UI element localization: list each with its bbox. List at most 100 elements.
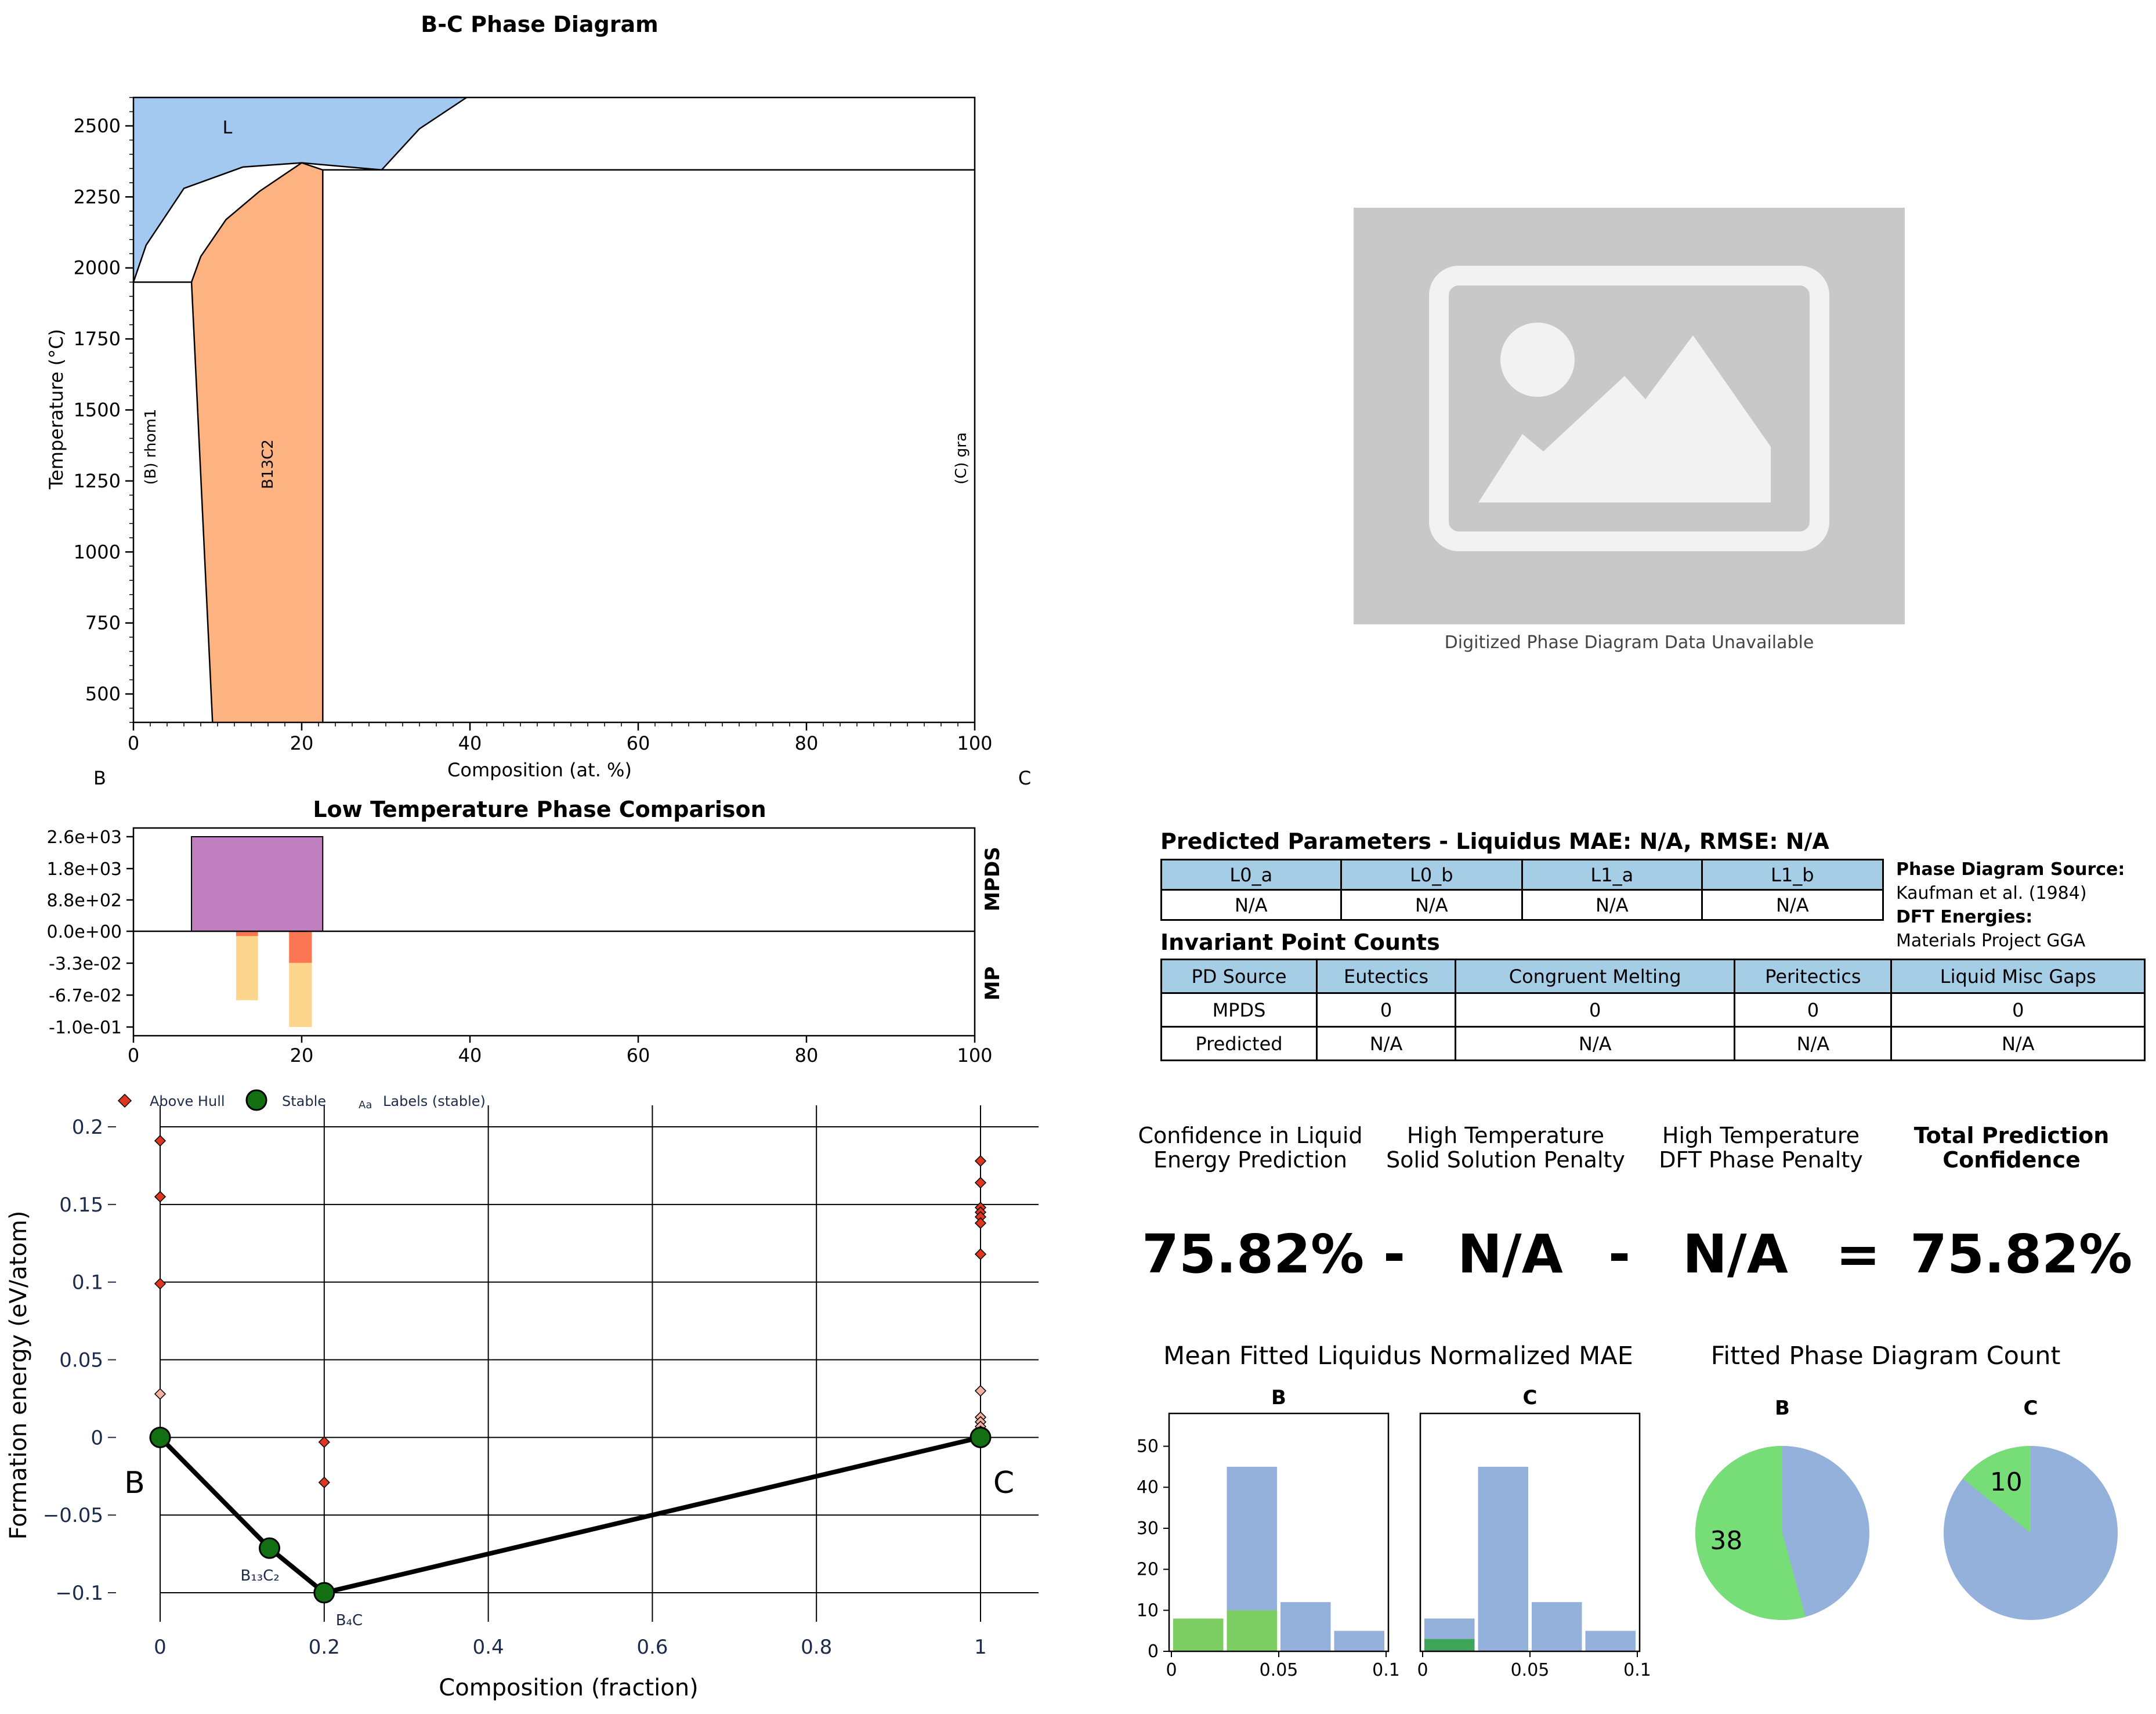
x-tick-label: 1	[974, 1636, 987, 1659]
mp-bar-overlay	[289, 931, 312, 963]
inv-cell: 0	[1734, 992, 1893, 1028]
inv-cell: N/A	[1734, 1026, 1893, 1061]
sun-icon	[1500, 323, 1575, 397]
above-hull-point	[154, 1278, 167, 1290]
param-value: N/A	[1340, 889, 1523, 921]
invariants-table: PD Source Eutectics Congruent Melting Pe…	[1160, 959, 2146, 1061]
x-tick-label: 0.1	[1372, 1660, 1400, 1680]
y-tick-label: −0.1	[55, 1582, 103, 1605]
x-tick-label: 0	[128, 1044, 139, 1066]
hist-bar-fitted	[1424, 1639, 1475, 1651]
right-element-label: C	[993, 1466, 1014, 1500]
stable-point	[970, 1426, 992, 1448]
y-tick-label: 20	[1137, 1560, 1159, 1580]
x-tick-label: 0.8	[801, 1636, 832, 1659]
y-tick-label: 2000	[74, 257, 121, 279]
param-value: N/A	[1160, 889, 1342, 921]
inv-cell: 0	[1455, 992, 1736, 1028]
x-tick-label: 60	[627, 732, 650, 754]
y-axis-label: Formation energy (eV/atom)	[5, 1211, 32, 1540]
above-hull-point	[318, 1476, 330, 1489]
hist-frame	[1419, 1412, 1641, 1652]
inv-header: Congruent Melting	[1455, 959, 1736, 994]
legend-above-marker	[117, 1093, 132, 1108]
inv-header: Peritectics	[1734, 959, 1893, 994]
dft-source-value: Materials Project GGA	[1896, 931, 2086, 951]
x-tick-label: 0.05	[1511, 1660, 1550, 1680]
low-temp-title: Low Temperature Phase Comparison	[313, 797, 766, 822]
operator-minus-1: -	[1383, 1223, 1406, 1285]
y-tick-label: 0.1	[72, 1271, 103, 1294]
hist-panel-title: C	[1523, 1386, 1538, 1409]
above-hull-point	[154, 1135, 167, 1147]
x-axis-label: Composition (fraction)	[439, 1675, 698, 1701]
x-tick-label: 80	[795, 1044, 819, 1066]
left-element-label: B	[93, 767, 106, 789]
mpds-axis-label: MPDS	[981, 847, 1004, 911]
above-hull-point	[974, 1217, 987, 1230]
y-tick-label: -3.3e-02	[49, 954, 122, 974]
stable-point	[149, 1426, 171, 1448]
x-tick-label: 40	[458, 1044, 482, 1066]
x-tick-label: 0.1	[1623, 1660, 1651, 1680]
y-tick-label: −0.05	[43, 1504, 103, 1527]
inv-header: Liquid Misc Gaps	[1890, 959, 2146, 994]
count-pies: 38 B 10 C	[1695, 1397, 2118, 1621]
param-header: L1_a	[1521, 859, 1703, 891]
x-tick-label: 0.4	[473, 1636, 504, 1659]
x-tick-label: 0	[1166, 1660, 1177, 1680]
hist-bar-fitted	[1173, 1618, 1224, 1651]
y-tick-label: 0	[1148, 1641, 1159, 1662]
hist-panel-title: B	[1271, 1386, 1286, 1409]
x-tick-label: 20	[290, 1044, 314, 1066]
phase-diagram: 0 20 40 60 80 100 500 750 1000 1250 1500 1750 2000 22…	[45, 12, 1031, 789]
inv-cell: N/A	[1890, 1026, 2146, 1061]
label-line: High Temperature	[1662, 1123, 1860, 1148]
placeholder-caption: Digitized Phase Diagram Data Unavailable	[1444, 632, 1814, 653]
invariants-title: Invariant Point Counts	[1160, 930, 1440, 955]
confidence-label-4: Total Prediction Confidence	[1878, 1123, 2145, 1172]
pie-slice-fitted	[1962, 1446, 2031, 1533]
c-end-label: (C) gra	[953, 432, 970, 484]
param-header: L0_b	[1340, 859, 1523, 891]
pie-slice-fitted	[1695, 1446, 1806, 1621]
mp-bar	[236, 931, 258, 1000]
convex-hull-chart: 0.2 0.15 0.1 0.05 0 −0.05 −0.1 0 0.2 0.4 0.6 0.8 1 B₁…	[5, 1089, 1039, 1701]
placeholder-image	[1354, 208, 1905, 624]
y-tick-label: 750	[85, 612, 121, 634]
x-tick-label: 20	[290, 732, 314, 754]
legend-labels-label: Labels (stable)	[383, 1093, 486, 1109]
operator-minus-2: -	[1608, 1223, 1631, 1285]
liquid-label: L	[223, 118, 233, 138]
y-tick-label: 1250	[74, 470, 121, 492]
above-hull-point	[154, 1191, 167, 1203]
label-line: Total Prediction	[1913, 1123, 2110, 1148]
pd-source-label: Phase Diagram Source:	[1896, 859, 2125, 880]
y-tick-label: 500	[85, 683, 121, 705]
mp-axis-label: MP	[981, 967, 1004, 1001]
hist-bar-all	[1585, 1630, 1636, 1651]
b-end-label: (B) rhom1	[142, 409, 160, 485]
params-title: Predicted Parameters - Liquidus MAE: N/A…	[1160, 829, 1829, 854]
y-tick-label: 0.05	[59, 1349, 103, 1372]
x-tick-label: 80	[795, 732, 819, 754]
y-tick-label: 1.8e+03	[47, 859, 122, 880]
label-line: Energy Prediction	[1153, 1147, 1347, 1173]
phase-diagram-title: B-C Phase Diagram	[421, 12, 658, 37]
mae-title: Mean Fitted Liquidus Normalized MAE	[1163, 1341, 1633, 1371]
dft-source-label: DFT Energies:	[1896, 907, 2033, 927]
phase-boundary	[132, 162, 382, 283]
y-tick-label: 2.6e+03	[47, 827, 122, 848]
label-line: Confidence in Liquid	[1138, 1123, 1363, 1148]
inv-header: Eutectics	[1315, 959, 1457, 994]
above-hull-point	[154, 1388, 167, 1400]
hull-line	[158, 1435, 981, 1596]
x-axis-label: Composition (at. %)	[447, 759, 632, 781]
hist-bar-all	[1478, 1466, 1528, 1651]
legend-stable-label: Stable	[282, 1093, 326, 1109]
above-hull-point	[318, 1436, 330, 1448]
inv-cell: N/A	[1455, 1026, 1736, 1061]
label-line: Solid Solution Penalty	[1386, 1147, 1625, 1173]
y-tick-label: 2250	[74, 186, 121, 208]
